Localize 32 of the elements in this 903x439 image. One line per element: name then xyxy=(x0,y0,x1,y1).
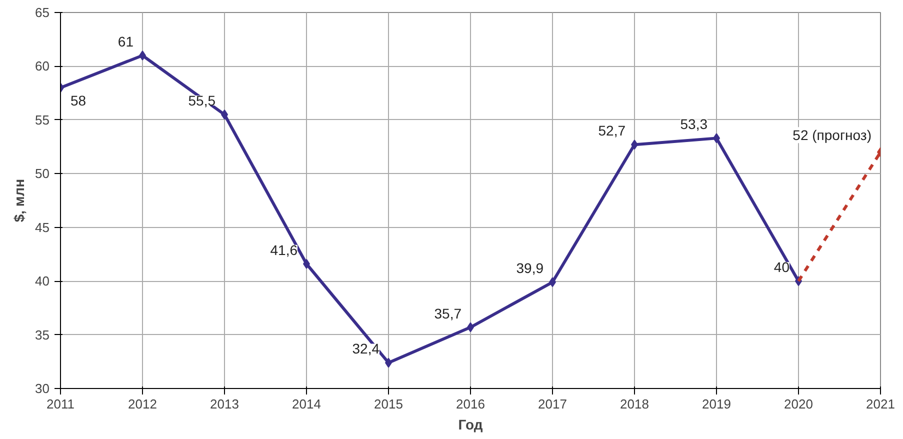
y-tick-label: 50 xyxy=(35,166,50,182)
x-tick-label: 2020 xyxy=(784,396,813,412)
y-axis-title: $, млн xyxy=(11,178,28,222)
data-label: 53,3 xyxy=(680,116,708,132)
data-label: 55,5 xyxy=(188,92,216,109)
data-label: 52,7 xyxy=(598,122,626,139)
y-tick-label: 40 xyxy=(35,274,50,289)
data-label: 61 xyxy=(118,33,134,50)
data-label: 41,6 xyxy=(270,242,298,258)
y-tick-label: 45 xyxy=(35,220,50,235)
y-tick-label: 30 xyxy=(35,381,50,396)
x-tick-label: 2017 xyxy=(538,396,567,412)
data-label: 40 xyxy=(774,259,790,276)
x-tick-label: 2021 xyxy=(866,396,895,412)
y-tick-label: 65 xyxy=(35,5,50,20)
x-tick-label: 2014 xyxy=(292,396,321,412)
data-label: 35,7 xyxy=(434,305,462,322)
data-label: 32,4 xyxy=(352,340,380,357)
data-label: 52 (прогноз) xyxy=(792,127,872,144)
x-tick-label: 2018 xyxy=(620,396,649,412)
data-label: 58 xyxy=(70,92,86,109)
y-tick-label: 60 xyxy=(35,58,50,74)
x-tick-label: 2016 xyxy=(456,396,485,412)
x-tick-label: 2011 xyxy=(46,396,74,412)
x-tick-label: 2019 xyxy=(702,396,731,412)
x-axis-title: Год xyxy=(458,416,483,432)
x-tick-label: 2015 xyxy=(374,396,403,412)
data-label: 39,9 xyxy=(516,260,544,276)
y-tick-label: 55 xyxy=(35,112,50,128)
x-tick-label: 2013 xyxy=(210,396,239,412)
x-tick-label: 2012 xyxy=(128,396,157,412)
y-tick-label: 35 xyxy=(35,327,50,342)
